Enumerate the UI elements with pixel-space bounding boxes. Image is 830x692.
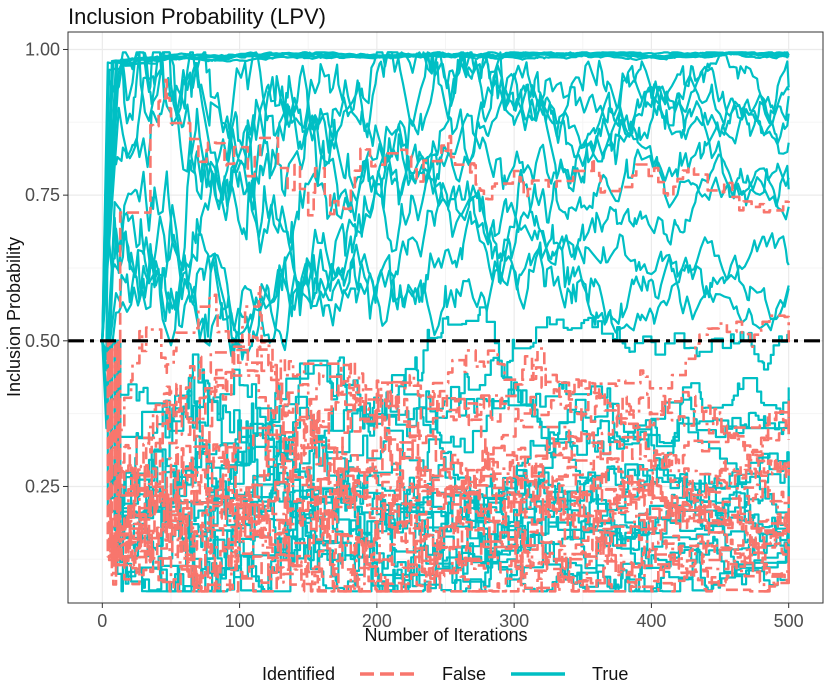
series-line-false bbox=[102, 339, 790, 566]
series-line-false bbox=[102, 339, 790, 579]
series-line-false bbox=[102, 339, 790, 577]
series-line-true bbox=[101, 51, 790, 341]
x-tick-label: 0 bbox=[97, 611, 107, 631]
series-line-false bbox=[102, 339, 790, 593]
y-tick-label: 0.25 bbox=[25, 476, 60, 496]
series-line-false bbox=[102, 339, 790, 593]
series-line-true bbox=[101, 51, 790, 341]
series-line-false bbox=[102, 332, 790, 529]
series-line-true bbox=[101, 204, 790, 395]
legend-label-true: True bbox=[592, 664, 628, 684]
series-line-false bbox=[102, 339, 790, 593]
x-tick-label: 200 bbox=[362, 611, 392, 631]
x-tick-label: 500 bbox=[774, 611, 804, 631]
series-line-true bbox=[101, 111, 790, 372]
series-line-true bbox=[101, 51, 790, 341]
series-line-false bbox=[102, 339, 790, 593]
series-line-false bbox=[102, 339, 790, 586]
series-line-false bbox=[102, 339, 790, 552]
x-tick-label: 100 bbox=[225, 611, 255, 631]
series-line-false bbox=[102, 339, 790, 473]
series-line-true bbox=[101, 51, 790, 341]
x-tick-label: 400 bbox=[636, 611, 666, 631]
series-line-false bbox=[102, 78, 790, 343]
series-line-true bbox=[101, 76, 790, 341]
series-line-false bbox=[102, 339, 790, 562]
series-line-true bbox=[102, 339, 790, 593]
chart-title: Inclusion Probability (LPV) bbox=[68, 4, 326, 29]
legend: Identified False True bbox=[262, 664, 628, 684]
axis-ticks: 0 100 200 300 400 500 0.25 0.50 0.75 1.00 bbox=[25, 39, 804, 631]
x-tick-label: 300 bbox=[499, 611, 529, 631]
series-line-false bbox=[102, 286, 790, 449]
y-tick-label: 1.00 bbox=[25, 39, 60, 59]
legend-label-false: False bbox=[442, 664, 486, 684]
series-line-true bbox=[102, 339, 790, 491]
panel-border bbox=[67, 31, 824, 604]
legend-title: Identified bbox=[262, 664, 335, 684]
x-axis-label: Number of Iterations bbox=[364, 625, 527, 645]
y-tick-label: 0.50 bbox=[25, 331, 60, 351]
series-line-true bbox=[101, 182, 790, 430]
series-lines bbox=[101, 51, 790, 593]
y-tick-label: 0.75 bbox=[25, 185, 60, 205]
y-axis-label: Inclusion Probability bbox=[4, 237, 24, 397]
series-line-true bbox=[102, 339, 790, 572]
